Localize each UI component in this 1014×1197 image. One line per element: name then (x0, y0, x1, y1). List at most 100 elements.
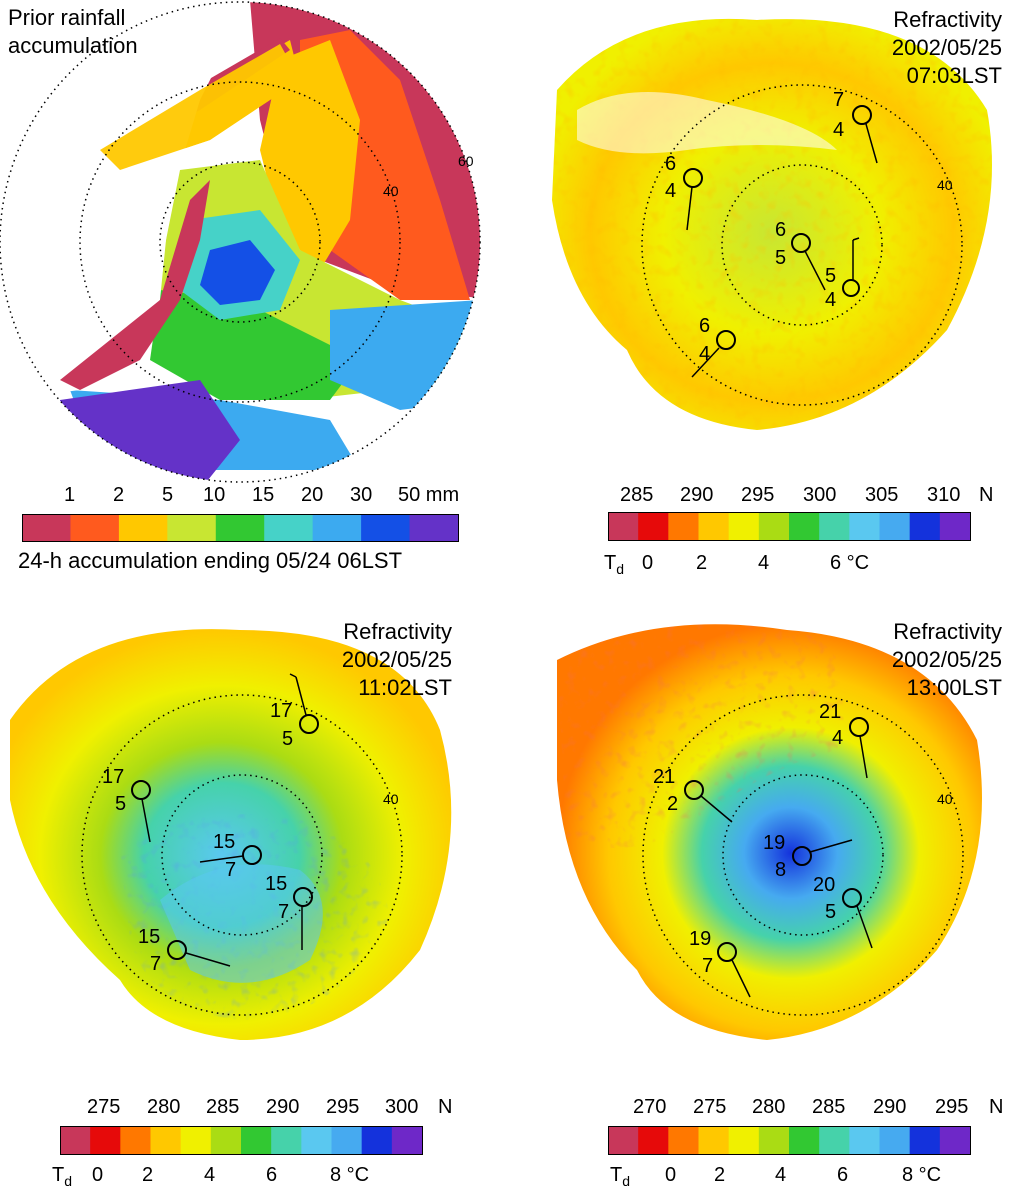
refract-title-0703: Refractivity 2002/05/25 07:03LST (892, 6, 1002, 90)
refract-colorbar-swatch (668, 1126, 699, 1154)
n-tick: 275 (87, 1096, 121, 1118)
n-tick: 270 (633, 1096, 667, 1118)
station-temp: 20 (813, 874, 835, 896)
station-dew: 4 (665, 180, 676, 202)
refract-colorbar-swatch (849, 512, 880, 540)
station-dew: 7 (702, 955, 713, 977)
td-tick: 4 (758, 552, 770, 574)
rain-region-blue (200, 240, 275, 305)
n-tick: 295 (326, 1096, 360, 1118)
refract-title: Refractivity (893, 619, 1002, 644)
station-dew: 4 (832, 727, 843, 749)
station-temp: 5 (825, 265, 836, 287)
station-0703-1: 7 4 (833, 89, 878, 164)
td-tick: 6 °C (830, 552, 870, 574)
rain-region-lower-purple (60, 380, 240, 482)
rain-colorbar-swatch (312, 514, 362, 542)
station-1102-2: 17 5 (102, 766, 151, 843)
refract-date: 2002/05/25 (891, 35, 1002, 60)
ring-0703-outer (641, 84, 963, 406)
refract-colorbar-1102 (60, 1126, 423, 1155)
station-temp: 21 (653, 766, 675, 788)
ring-label-1102: 40 (383, 791, 399, 807)
refractivity-panel-1102: 40 17 5 17 5 15 7 15 7 1 (0, 600, 507, 1197)
rain-ring-outer (0, 1, 481, 483)
station-dew: 5 (775, 247, 786, 269)
station-1102-3: 15 7 (199, 831, 262, 881)
ring-1300-outer (642, 694, 964, 1016)
refract-colorbar-swatch (819, 512, 850, 540)
rain-tick: 10 (203, 484, 226, 506)
refract-time: 07:03LST (906, 63, 1002, 88)
refract-title: Refractivity (893, 7, 1002, 32)
rain-colorbar-ticks: 1 2 5 10 15 20 30 50 mm (0, 484, 500, 510)
n-tick-unit: N (989, 1096, 1004, 1118)
td-tick: 0 (92, 1164, 104, 1186)
refract-colorbar-swatch (90, 1126, 121, 1154)
rain-ring-label-40: 40 (383, 183, 399, 199)
ring-0703-inner (721, 164, 883, 326)
refract-colorbar-swatch (271, 1126, 302, 1154)
n-ticks-1102: 275 280 285 290 295 300 N (0, 1096, 507, 1122)
station-1300-2: 21 2 (653, 766, 733, 823)
station-dew: 2 (667, 793, 678, 815)
n-tick-unit: N (438, 1096, 453, 1118)
refractivity-map-1102: 40 17 5 17 5 15 7 15 7 1 (10, 629, 452, 1040)
td-tick: 8 °C (330, 1164, 370, 1186)
td-label: Td (52, 1164, 73, 1189)
station-temp: 6 (699, 315, 710, 337)
station-1102-1: 17 5 (270, 673, 319, 750)
refract-time: 13:00LST (906, 675, 1002, 700)
refract-colorbar-swatch (331, 1126, 363, 1154)
rain-region-yellow (260, 40, 360, 270)
station-dew: 4 (833, 119, 844, 141)
station-1102-5: 15 7 (138, 926, 231, 975)
refract-date: 2002/05/25 (341, 647, 452, 672)
rain-tick: 15 (252, 484, 275, 506)
rainfall-map: 40 60 (0, 1, 481, 483)
station-dew: 4 (699, 343, 710, 365)
n-ticks-0703: 285 290 295 300 305 310 N (507, 484, 1014, 510)
n-tick: 295 (741, 484, 775, 506)
refract-colorbar-swatch (819, 1126, 850, 1154)
rain-ring-40 (79, 81, 401, 403)
td-tick: 2 (696, 552, 708, 574)
ring-label-0703: 40 (937, 177, 953, 193)
rain-tick: 2 (113, 484, 125, 506)
rain-tick: 30 (350, 484, 373, 506)
td-ticks-0703: Td 0 2 4 6 °C (507, 552, 1014, 582)
rain-colorbar-swatch (70, 514, 120, 542)
refract-colorbar-swatch (241, 1126, 272, 1154)
n-tick: 285 (620, 484, 654, 506)
ring-1102-outer (81, 694, 403, 1016)
refract-title-1102: Refractivity 2002/05/25 11:02LST (300, 618, 452, 702)
td-tick: 2 (142, 1164, 154, 1186)
station-temp: 17 (270, 700, 292, 722)
n-tick: 280 (752, 1096, 786, 1118)
station-dew: 5 (282, 728, 293, 750)
n-tick: 300 (385, 1096, 419, 1118)
refract-colorbar-swatch (608, 1126, 639, 1154)
station-1300-4: 20 5 (813, 874, 873, 949)
ring-1300-inner (722, 774, 884, 936)
refract-colorbar-swatch (758, 1126, 790, 1154)
rainfall-title-line1: Prior rainfall (8, 5, 126, 30)
td-label: Td (604, 552, 625, 577)
refract-colorbar-swatch (638, 1126, 669, 1154)
station-temp: 6 (665, 153, 676, 175)
rain-ring-20 (159, 161, 321, 323)
refract-title-1300: Refractivity 2002/05/25 13:00LST (892, 618, 1002, 702)
rain-tick: 50 mm (398, 484, 460, 506)
refract-colorbar-swatch (301, 1126, 332, 1154)
rain-region-streak-redraw (100, 44, 300, 170)
refract-colorbar-swatch (150, 1126, 182, 1154)
td-tick: 6 (837, 1164, 849, 1186)
n-tick: 305 (865, 484, 899, 506)
rain-colorbar-caption: 24-h accumulation ending 05/24 06LST (18, 548, 403, 573)
td-tick: 8 °C (902, 1164, 942, 1186)
refract-colorbar-swatch (789, 512, 820, 540)
station-temp: 19 (763, 832, 785, 854)
refract-colorbar-swatch (758, 512, 790, 540)
refract-colorbar-swatch (939, 512, 971, 540)
n-tick: 285 (812, 1096, 846, 1118)
